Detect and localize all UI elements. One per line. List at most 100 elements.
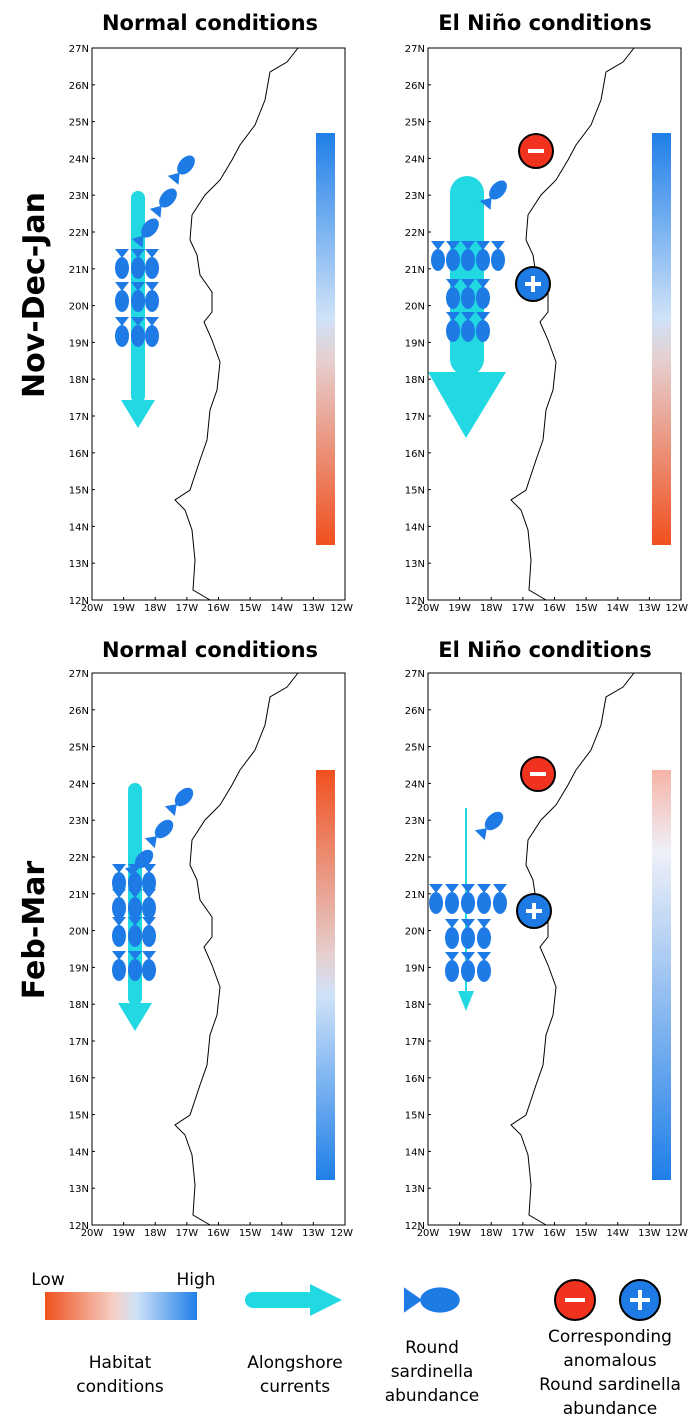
lon-label: 19W — [448, 1228, 471, 1239]
lon-label: 17W — [512, 1228, 535, 1239]
lon-label: 12W — [665, 603, 688, 614]
lon-label: 18W — [480, 603, 503, 614]
lat-label: 25N — [69, 743, 89, 754]
lat-label: 14N — [69, 1147, 89, 1158]
lon-label: 12W — [665, 1228, 688, 1239]
lon-label: 19W — [448, 603, 471, 614]
panel-title: El Niño conditions — [438, 11, 652, 35]
lon-label: 16W — [543, 603, 566, 614]
lat-label: 20N — [69, 927, 89, 938]
lat-label: 27N — [69, 44, 89, 55]
lon-label: 18W — [480, 1228, 503, 1239]
legend-label: Alongshore — [247, 1353, 342, 1373]
lat-label: 25N — [69, 118, 89, 129]
lat-label: 12N — [69, 596, 89, 607]
lat-label: 27N — [69, 669, 89, 680]
lat-label: 13N — [69, 559, 89, 570]
lat-label: 21N — [69, 890, 89, 901]
lon-label: 13W — [302, 1228, 325, 1239]
lon-label: 16W — [207, 603, 230, 614]
legend-label: abundance — [385, 1386, 480, 1406]
lat-label: 19N — [69, 338, 89, 349]
lon-label: 20W — [417, 1228, 440, 1239]
lon-label: 14W — [270, 1228, 293, 1239]
lat-label: 17N — [69, 1037, 89, 1048]
lon-label: 14W — [606, 1228, 629, 1239]
map-panel — [115, 47, 335, 601]
lat-label: 12N — [405, 596, 425, 607]
lat-label: 19N — [69, 963, 89, 974]
lat-label: 17N — [69, 412, 89, 423]
lon-label: 14W — [606, 603, 629, 614]
lat-label: 14N — [405, 1147, 425, 1158]
lon-label: 18W — [144, 603, 167, 614]
panel-title: Normal conditions — [102, 638, 318, 662]
lat-label: 19N — [405, 338, 425, 349]
lat-label: 18N — [405, 375, 425, 386]
lon-label: 20W — [81, 1228, 104, 1239]
lon-label: 12W — [330, 603, 353, 614]
lat-label: 16N — [69, 1074, 89, 1085]
legend-low: Low — [31, 1270, 65, 1290]
lat-label: 15N — [405, 486, 425, 497]
legend-label: sardinella — [391, 1362, 474, 1382]
lat-label: 23N — [69, 191, 89, 202]
lat-label: 16N — [405, 1074, 425, 1085]
lat-label: 23N — [405, 191, 425, 202]
lat-label: 18N — [405, 1000, 425, 1011]
legend-high: High — [176, 1270, 215, 1290]
lon-label: 14W — [270, 603, 293, 614]
lat-label: 27N — [405, 669, 425, 680]
lat-label: 22N — [405, 853, 425, 864]
lat-label: 15N — [69, 486, 89, 497]
lat-label: 23N — [69, 816, 89, 827]
lon-label: 17W — [512, 603, 535, 614]
map-frame — [91, 47, 346, 601]
panel-title: Normal conditions — [102, 11, 318, 35]
lon-label: 20W — [417, 603, 440, 614]
lat-label: 24N — [69, 779, 89, 790]
lat-label: 24N — [405, 779, 425, 790]
lat-label: 16N — [405, 449, 425, 460]
lat-label: 26N — [69, 81, 89, 92]
lon-label: 17W — [176, 603, 199, 614]
legend-label: Corresponding — [548, 1327, 672, 1347]
lat-label: 21N — [405, 265, 425, 276]
lon-label: 12W — [330, 1228, 353, 1239]
lat-label: 24N — [405, 154, 425, 165]
lon-label: 16W — [207, 1228, 230, 1239]
lon-label: 19W — [112, 603, 135, 614]
lat-label: 22N — [69, 853, 89, 864]
map-panel — [429, 672, 671, 1226]
lat-label: 12N — [405, 1221, 425, 1232]
legend-label: anomalous — [563, 1351, 656, 1371]
lat-label: 23N — [405, 816, 425, 827]
lat-label: 14N — [69, 522, 89, 533]
map-panel — [112, 672, 335, 1226]
lat-label: 14N — [405, 522, 425, 533]
lon-label: 16W — [543, 1228, 566, 1239]
lat-label: 26N — [405, 706, 425, 717]
lat-label: 17N — [405, 1037, 425, 1048]
lon-label: 13W — [638, 1228, 661, 1239]
lat-label: 26N — [405, 81, 425, 92]
lat-label: 22N — [69, 228, 89, 239]
legend-label: Round — [405, 1338, 459, 1358]
lon-label: 13W — [302, 603, 325, 614]
lat-label: 20N — [405, 927, 425, 938]
lat-label: 19N — [405, 963, 425, 974]
lat-label: 21N — [69, 265, 89, 276]
lon-label: 20W — [81, 603, 104, 614]
lat-label: 20N — [405, 302, 425, 313]
legend-label: Habitat — [89, 1353, 152, 1373]
lat-label: 20N — [69, 302, 89, 313]
lat-label: 27N — [405, 44, 425, 55]
lat-label: 17N — [405, 412, 425, 423]
lat-label: 13N — [405, 559, 425, 570]
lat-label: 18N — [69, 375, 89, 386]
lat-label: 24N — [69, 154, 89, 165]
panel-title: El Niño conditions — [438, 638, 652, 662]
lat-label: 16N — [69, 449, 89, 460]
